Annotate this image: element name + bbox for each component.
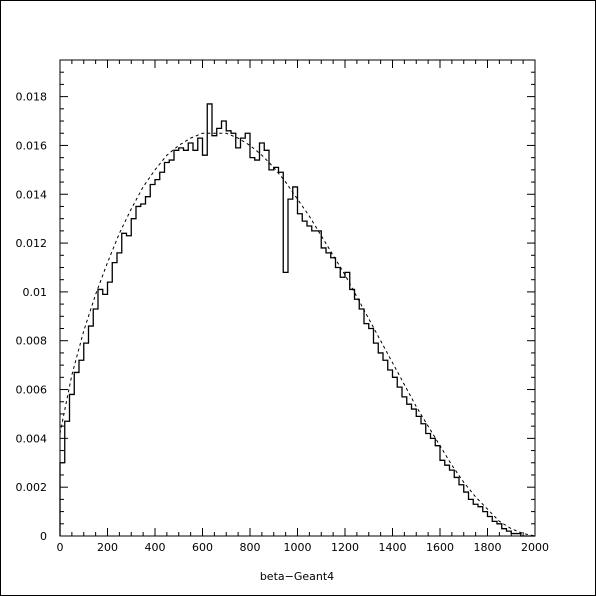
x-tick-label: 200 [97,541,118,554]
y-tick-label: 0.006 [16,384,48,397]
y-tick-label: 0.016 [16,139,48,152]
y-tick-label: 0.01 [23,286,48,299]
x-tick-label: 2000 [521,541,549,554]
x-tick-label: 1400 [379,541,407,554]
y-tick-label: 0.002 [16,481,48,494]
fit-curve-series [59,132,536,537]
axis-ticks [59,59,536,537]
y-tick-label: 0.014 [16,188,48,201]
y-tick-label: 0.008 [16,335,48,348]
histogram-series [59,103,535,537]
y-tick-label: 0.012 [16,237,48,250]
x-tick-label: 1200 [331,541,359,554]
y-tick-label: 0.004 [16,432,48,445]
x-tick-label: 0 [57,541,64,554]
y-tick-label: 0.018 [16,91,48,104]
x-tick-label: 1600 [426,541,454,554]
x-tick-label: 600 [192,541,213,554]
x-tick-label: 800 [240,541,261,554]
plot-area-border [59,59,536,537]
x-tick-label: 400 [145,541,166,554]
x-tick-label: 1800 [474,541,502,554]
x-tick-label: 1000 [284,541,312,554]
plot-marks [59,103,536,537]
y-tick-label: 0 [40,530,47,543]
x-axis-label: beta−Geant4 [260,570,334,583]
tick-labels: 0 200 400 600 800 1000 1200 1400 1600 1800 2000 0 0.… [16,91,550,554]
